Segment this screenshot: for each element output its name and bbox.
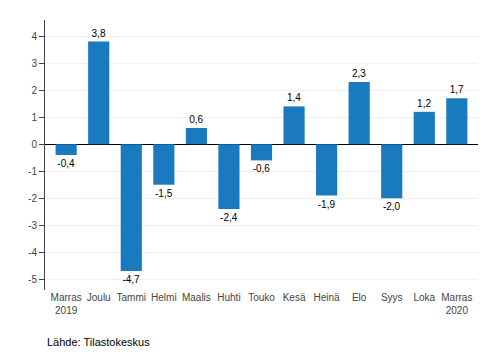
svg-text:2,3: 2,3 [352, 68, 366, 79]
svg-text:1: 1 [31, 112, 37, 123]
svg-text:3: 3 [31, 58, 37, 69]
svg-text:-1,9: -1,9 [318, 199, 336, 210]
svg-text:1,4: 1,4 [287, 92, 301, 103]
svg-text:Tammi: Tammi [117, 292, 146, 303]
svg-text:-5: -5 [28, 274, 37, 285]
svg-text:Syys: Syys [381, 292, 403, 303]
svg-text:-2,4: -2,4 [220, 212, 238, 223]
svg-text:4: 4 [31, 31, 37, 42]
svg-text:Joulu: Joulu [87, 292, 111, 303]
svg-text:-0,6: -0,6 [253, 163, 271, 174]
svg-text:Huhti: Huhti [217, 292, 240, 303]
svg-text:-1: -1 [28, 166, 37, 177]
svg-text:-0,4: -0,4 [57, 158, 75, 169]
svg-text:0,6: 0,6 [189, 114, 203, 125]
svg-text:Marras2019: Marras2019 [51, 292, 82, 316]
svg-text:2: 2 [31, 85, 37, 96]
svg-text:-2,0: -2,0 [383, 201, 401, 212]
svg-text:Loka: Loka [413, 292, 435, 303]
svg-text:Helmi: Helmi [151, 292, 177, 303]
svg-text:Marras2020: Marras2020 [441, 292, 472, 316]
svg-text:-3: -3 [28, 220, 37, 231]
svg-text:-2: -2 [28, 193, 37, 204]
svg-text:Lähde: Tilastokeskus: Lähde: Tilastokeskus [47, 336, 150, 348]
svg-text:0: 0 [31, 139, 37, 150]
svg-text:-1,5: -1,5 [155, 188, 173, 199]
svg-text:Maalis: Maalis [182, 292, 211, 303]
svg-text:-4: -4 [28, 247, 37, 258]
svg-text:3,8: 3,8 [92, 28, 106, 39]
svg-text:Heinä: Heinä [314, 292, 341, 303]
svg-text:Touko: Touko [248, 292, 275, 303]
svg-text:1,7: 1,7 [450, 84, 464, 95]
svg-text:Kesä: Kesä [283, 292, 306, 303]
svg-text:1,2: 1,2 [417, 98, 431, 109]
svg-text:Elo: Elo [352, 292, 367, 303]
svg-text:-4,7: -4,7 [122, 274, 140, 285]
